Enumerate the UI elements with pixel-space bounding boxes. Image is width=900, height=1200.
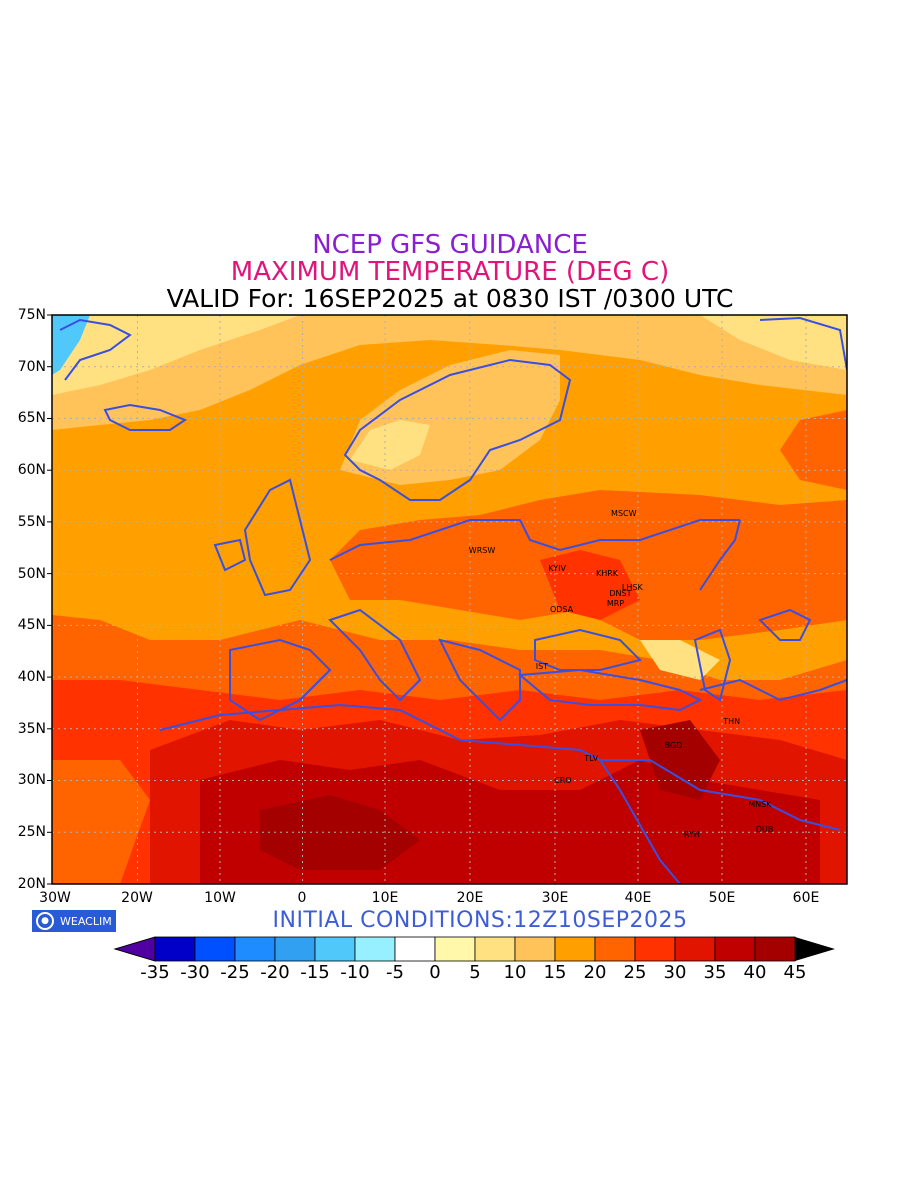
colorbar-tick-label: -5 [386,962,404,983]
colorbar-tick-label: -25 [220,962,250,983]
city-label: MNSK [748,800,772,810]
colorbar-swatch [274,936,316,962]
lat-label: 60N [17,462,46,478]
city-label: MSCW [611,508,637,518]
colorbar-tick-label: -10 [340,962,370,983]
coastlines [59,316,847,884]
lon-label: 30W [39,890,71,906]
colorbar-swatch [314,936,356,962]
lat-label: 35N [17,721,46,737]
city-label: DUB [755,825,774,835]
city-label: WRSW [468,545,496,555]
colorbar-swatch [434,936,476,962]
colorbar-swatch [714,936,756,962]
city-label: BGD [664,741,683,751]
colorbar-swatch [234,936,276,962]
lat-label: 45N [17,617,46,633]
city-label: IST [535,661,549,671]
colorbar-swatch [674,936,716,962]
title-line-1: NCEP GFS GUIDANCE [312,230,588,260]
colorbar-swatch [554,936,596,962]
lat-label: 65N [17,410,46,426]
lat-label: 50N [17,566,46,582]
colorbar-swatch [194,936,236,962]
lon-label: 20E [456,890,484,906]
colorbar-swatch [474,936,516,962]
colorbar-swatch [154,936,196,962]
lat-label: 30N [17,772,46,788]
logo-circle-icon: ● [36,912,54,930]
colorbar-under-arrow [113,936,156,962]
colorbar-tick-label: -20 [260,962,290,983]
colorbar-swatch [634,936,676,962]
colorbar-swatch [394,936,436,962]
lon-label: 30E [541,890,569,906]
city-label: KYIV [548,564,566,574]
colorbar-tick-label: 30 [663,962,687,983]
colorbar-tick-label: 0 [429,962,441,983]
lon-label: 10W [204,890,236,906]
lat-label: 75N [17,307,46,323]
colorbar [113,936,835,962]
colorbar-over-arrow [795,937,835,961]
lon-label: 40E [624,890,652,906]
lon-label: 50E [708,890,736,906]
colorbar-tick-label: 10 [503,962,527,983]
city-label: TLV [584,753,599,763]
city-label: ODSA [549,604,574,614]
colorbar-tick-label: -15 [300,962,330,983]
lon-label: 20W [121,890,153,906]
colorbar-swatch [354,936,396,962]
colorbar-tick-label: 20 [583,962,607,983]
lon-label: 10E [371,890,399,906]
colorbar-swatch [594,936,636,962]
weaclim-logo: ● WEACLIM [32,910,116,932]
lat-label: 40N [17,669,46,685]
city-label: RYH [683,830,700,840]
lat-label: 25N [17,824,46,840]
city-label: MRP [606,598,625,608]
lat-label: 55N [17,514,46,530]
colorbar-swatch [514,936,556,962]
initial-conditions: INITIAL CONDITIONS:12Z10SEP2025 [272,908,688,933]
colorbar-tick-label: 5 [469,962,481,983]
lat-label: 20N [17,876,46,892]
colorbar-tick-label: 45 [783,962,807,983]
title-line-2: MAXIMUM TEMPERATURE (DEG C) [230,257,670,287]
colorbar-tick-label: -35 [140,962,170,983]
city-label: KHRK [595,568,619,578]
city-label: LHSK [621,583,643,593]
city-label: DNST [609,589,632,599]
logo-text: WEACLIM [60,914,112,928]
title-line-3: VALID For: 16SEP2025 at 0830 IST /0300 U… [166,284,734,313]
colorbar-tick-label: 15 [543,962,567,983]
colorbar-tick-label: -30 [180,962,210,983]
temperature-field [52,315,847,884]
colorbar-tick-label: 35 [703,962,727,983]
colorbar-tick-label: 40 [743,962,767,983]
lon-label: 60E [792,890,820,906]
city-label: THN [723,716,741,726]
colorbar-swatch [754,936,796,962]
city-label: CRO [554,775,572,785]
lat-label: 70N [17,359,46,375]
grid-lines [52,315,847,884]
lon-label: 0 [297,890,307,906]
colorbar-tick-label: 25 [623,962,647,983]
